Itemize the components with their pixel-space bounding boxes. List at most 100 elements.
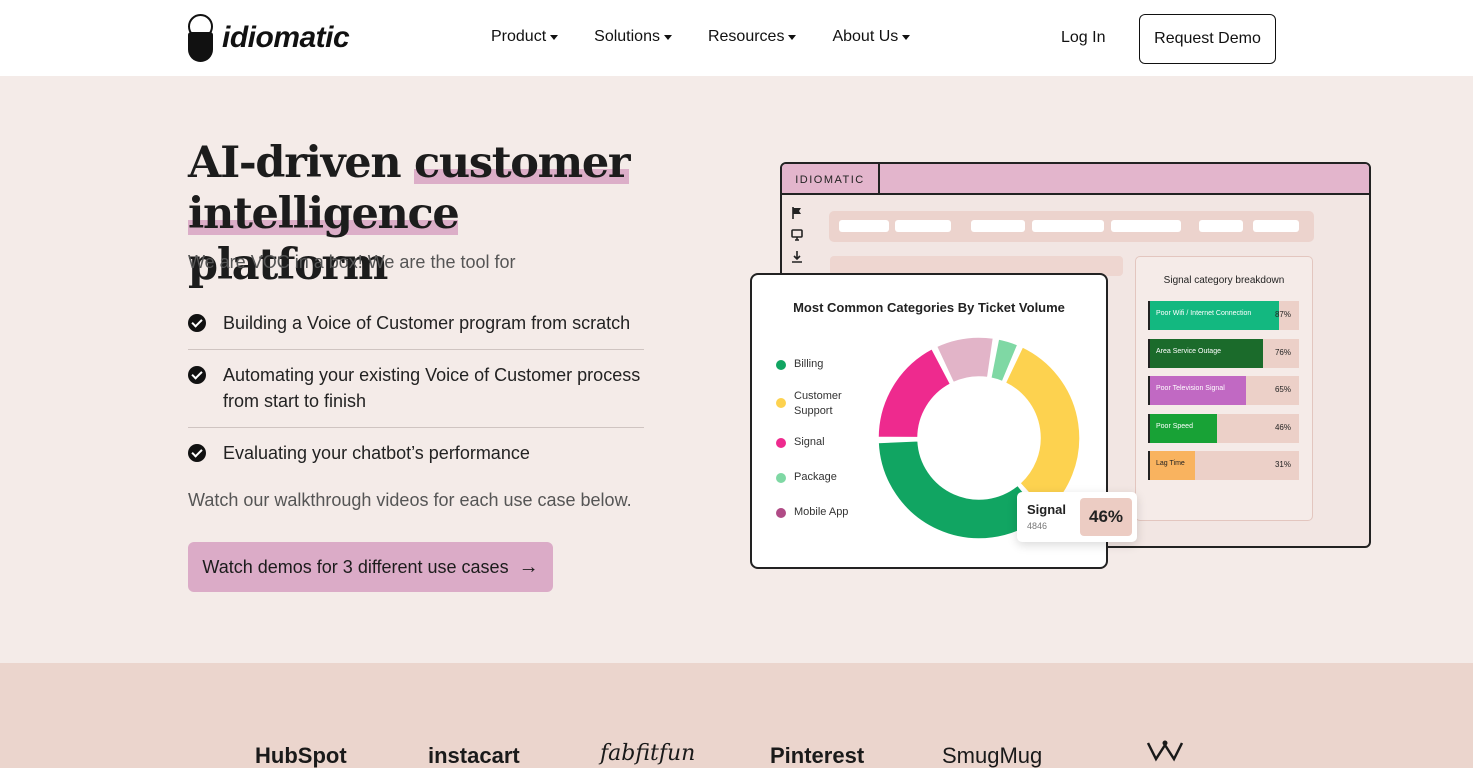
signal-bar-fill bbox=[1148, 376, 1247, 405]
signal-bar-fill bbox=[1148, 338, 1263, 368]
date-filter-chip[interactable] bbox=[971, 220, 1025, 232]
legend-item-customer-support: Customer Support bbox=[776, 389, 856, 419]
card-title: Most Common Categories By Ticket Volume bbox=[793, 300, 1065, 315]
filter-chip[interactable] bbox=[895, 220, 951, 232]
signal-bar-percent: 65% bbox=[1274, 385, 1291, 394]
legend-dot bbox=[776, 398, 786, 408]
chart-tooltip: Signal 4846 46% bbox=[1017, 492, 1137, 542]
menu-product-label: Product bbox=[491, 28, 547, 45]
signal-bar-label: Poor Wifi / Internet Connection bbox=[1156, 310, 1252, 317]
signal-bar-fill bbox=[1148, 451, 1195, 480]
request-demo-button[interactable]: Request Demo bbox=[1139, 14, 1276, 64]
use-case-list: Building a Voice of Customer program fro… bbox=[188, 298, 644, 479]
use-case-text: Building a Voice of Customer program fro… bbox=[223, 313, 631, 333]
chevron-down-icon bbox=[902, 34, 911, 40]
donut-slice[interactable] bbox=[989, 338, 1019, 383]
filter-chip[interactable] bbox=[1253, 220, 1299, 232]
chevron-down-icon bbox=[663, 34, 672, 40]
signal-breakdown-panel: Signal category breakdown Poor Wifi / In… bbox=[1135, 256, 1313, 521]
filter-chip[interactable] bbox=[839, 220, 889, 232]
legend-item-billing: Billing bbox=[776, 357, 866, 372]
use-case-text: Automating your existing Voice of Custom… bbox=[223, 365, 641, 411]
menu-solutions[interactable]: Solutions bbox=[594, 28, 672, 46]
title-highlight-1: customer bbox=[413, 138, 631, 188]
pinterest-logo: Pinterest bbox=[770, 743, 865, 768]
legend-dot bbox=[776, 360, 786, 370]
customer-logos: HubSpot instacart fabfitfun Pinterest Sm… bbox=[0, 663, 1473, 768]
legend-dot bbox=[776, 508, 786, 518]
donut-slice[interactable] bbox=[877, 439, 1045, 540]
content-panel bbox=[830, 256, 1123, 276]
menu-resources[interactable]: Resources bbox=[707, 28, 797, 46]
menu-about-us[interactable]: About Us bbox=[832, 28, 911, 46]
check-circle-icon bbox=[188, 366, 206, 384]
signal-bar-fill bbox=[1148, 413, 1218, 443]
hero-tagline: We are VOC in a box! We are the tool for bbox=[188, 252, 516, 272]
use-case-item: Automating your existing Voice of Custom… bbox=[188, 350, 644, 428]
signal-bar-percent: 76% bbox=[1274, 347, 1291, 357]
legend-label: Package bbox=[794, 471, 837, 483]
logo-mark-icon bbox=[188, 14, 213, 62]
instacart-logo: instacart bbox=[428, 743, 520, 768]
main-menu: Product Solutions Resources About Us bbox=[491, 28, 911, 46]
filter-bar bbox=[829, 211, 1314, 242]
legend-label: Customer Support bbox=[794, 390, 842, 417]
use-case-text: Evaluating your chatbot’s performance bbox=[223, 443, 530, 463]
tooltip-count: 4846 bbox=[1027, 521, 1048, 531]
signal-bar: Poor Speed 46% bbox=[1148, 413, 1299, 443]
donut-slice[interactable] bbox=[877, 347, 952, 439]
signal-bar: Poor Wifi / Internet Connection 87% bbox=[1148, 301, 1299, 330]
signal-bar-fill bbox=[1148, 301, 1280, 330]
title-part-1: AI-driven bbox=[188, 138, 414, 188]
dashboard-header: IDIOMATIC bbox=[782, 164, 1369, 195]
hubspot-logo: HubSpot bbox=[255, 743, 347, 768]
signal-bar: Area Service Outage 76% bbox=[1148, 338, 1299, 368]
title-part-2: platform bbox=[188, 240, 388, 290]
legend-item-signal: Signal bbox=[776, 435, 866, 450]
signal-bar-label: Poor Television Signal bbox=[1156, 385, 1225, 392]
tooltip-percent: 46% bbox=[1080, 498, 1132, 536]
chevron-down-icon bbox=[550, 34, 559, 40]
check-circle-icon bbox=[188, 314, 206, 332]
chevron-down-icon bbox=[788, 34, 797, 40]
signal-bar-label: Poor Speed bbox=[1156, 422, 1193, 430]
check-circle-icon bbox=[188, 444, 206, 462]
filter-chip[interactable] bbox=[1199, 220, 1243, 232]
date-filter-chip[interactable] bbox=[1032, 220, 1104, 232]
use-case-item: Building a Voice of Customer program fro… bbox=[188, 298, 644, 350]
legend-label: Signal bbox=[794, 436, 825, 448]
walkthrough-text: Watch our walkthrough videos for each us… bbox=[188, 490, 632, 510]
signal-bar-percent: 31% bbox=[1274, 460, 1291, 469]
flag-icon bbox=[792, 207, 801, 219]
legend-item-package: Package bbox=[776, 470, 866, 485]
arrow-right-icon: → bbox=[518, 555, 539, 578]
donut-chart bbox=[877, 336, 1081, 540]
logo-text: idiomatic bbox=[222, 21, 350, 54]
download-icon bbox=[792, 251, 802, 263]
menu-product[interactable]: Product bbox=[491, 28, 559, 46]
hero-title: AI-driven customer intelligence platform bbox=[188, 138, 648, 291]
legend-label: Mobile App bbox=[794, 506, 849, 518]
smugmug-logo: SmugMug bbox=[942, 743, 1043, 768]
menu-resources-label: Resources bbox=[707, 28, 785, 45]
donut-slice[interactable] bbox=[935, 336, 995, 384]
legend-label: Billing bbox=[794, 358, 824, 370]
signal-bar: Lag Time 31% bbox=[1148, 451, 1299, 480]
date-filter-chip[interactable] bbox=[1111, 220, 1181, 232]
idiomatic-logo[interactable]: idiomatic bbox=[188, 14, 350, 62]
top-navbar: idiomatic Product Solutions Resources Ab… bbox=[0, 0, 1473, 76]
signal-bar-percent: 87% bbox=[1274, 310, 1291, 319]
login-link[interactable]: Log In bbox=[1061, 29, 1106, 46]
menu-about-label: About Us bbox=[832, 28, 899, 45]
dashboard-mockup: IDIOMATIC Signal category breakdown Poor… bbox=[780, 162, 1371, 548]
dashboard-tab: IDIOMATIC bbox=[782, 164, 880, 195]
watch-demos-button[interactable]: Watch demos for 3 different use cases → bbox=[188, 542, 553, 592]
legend-dot bbox=[776, 438, 786, 448]
signal-bar-percent: 46% bbox=[1274, 422, 1291, 432]
use-case-item: Evaluating your chatbot’s performance bbox=[188, 428, 644, 479]
dashboard-sidebar bbox=[790, 206, 804, 264]
cta-label: Watch demos for 3 different use cases bbox=[202, 556, 509, 577]
crown-logo-icon bbox=[1146, 740, 1184, 762]
signal-bar-label: Lag Time bbox=[1156, 460, 1185, 467]
signal-bar: Poor Television Signal 65% bbox=[1148, 376, 1299, 405]
